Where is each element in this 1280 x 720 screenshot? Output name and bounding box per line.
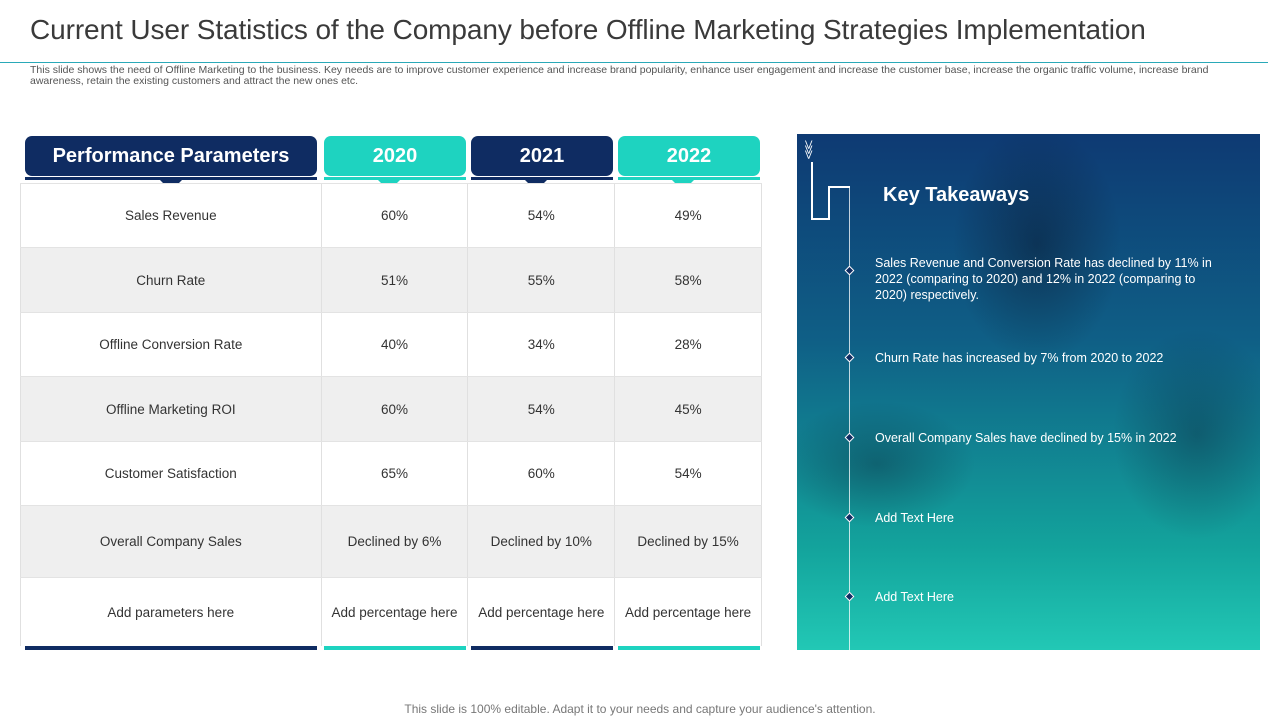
- table-row: Customer Satisfaction 65% 60% 54%: [20, 441, 762, 505]
- timeline-line: [849, 186, 850, 650]
- header-label: Performance Parameters: [52, 144, 290, 167]
- table-row: Offline Conversion Rate 40% 34% 28%: [20, 312, 762, 376]
- key-takeaways-panel: ⋁ ⋁ ⋁ Key Takeaways Sales Revenue and Conv…: [797, 134, 1260, 650]
- value-cell-2021: 60%: [468, 442, 616, 505]
- takeaway-item: Sales Revenue and Conversion Rate has de…: [875, 256, 1212, 302]
- value-cell-2020: 60%: [322, 184, 469, 247]
- value-cell-2021: Add percentage here: [468, 578, 616, 646]
- value-cell-2020: Add percentage here: [322, 578, 469, 646]
- takeaway-item: Add Text Here: [875, 590, 954, 604]
- diamond-bullet-icon: [844, 432, 855, 443]
- value-cell-2020: 60%: [322, 377, 469, 441]
- table-row: Overall Company Sales Declined by 6% Dec…: [20, 505, 762, 577]
- value-cell-2022: 49%: [615, 184, 762, 247]
- diamond-bullet-icon: [844, 591, 855, 602]
- diamond-bullet-icon: [844, 512, 855, 523]
- takeaway-item: Add Text Here: [875, 511, 954, 525]
- value-cell-2022: 45%: [615, 377, 762, 441]
- header-performance-parameters: Performance Parameters: [25, 136, 317, 176]
- value-cell-2022: 54%: [615, 442, 762, 505]
- header-2021: 2021: [471, 136, 613, 176]
- value-cell-2022: Add percentage here: [615, 578, 762, 646]
- value-cell-2021: 55%: [468, 248, 616, 312]
- table-row: Churn Rate 51% 55% 58%: [20, 247, 762, 312]
- value-cell-2022: 58%: [615, 248, 762, 312]
- value-cell-2020: 51%: [322, 248, 469, 312]
- parameter-cell: Customer Satisfaction: [20, 442, 322, 505]
- value-cell-2021: 54%: [468, 184, 616, 247]
- value-cell-2020: 65%: [322, 442, 469, 505]
- value-cell-2022: 28%: [615, 313, 762, 376]
- value-cell-2022: Declined by 15%: [615, 506, 762, 577]
- table-row: Offline Marketing ROI 60% 54% 45%: [20, 376, 762, 441]
- header-underline: [324, 177, 466, 180]
- header-label: 2021: [519, 144, 565, 167]
- header-underline: [471, 177, 613, 180]
- bracket-decoration: [828, 186, 850, 188]
- parameter-cell: Overall Company Sales: [20, 506, 322, 577]
- takeaway-item: Overall Company Sales have declined by 1…: [875, 431, 1177, 445]
- slide-title: Current User Statistics of the Company b…: [30, 14, 1146, 45]
- slide-footer: This slide is 100% editable. Adapt it to…: [404, 702, 876, 716]
- header-label: 2020: [372, 144, 418, 167]
- parameter-cell: Offline Conversion Rate: [20, 313, 322, 376]
- header-2022: 2022: [618, 136, 760, 176]
- parameter-cell: Add parameters here: [20, 578, 322, 646]
- table-row: Add parameters here Add percentage here …: [20, 577, 762, 646]
- parameter-cell: Sales Revenue: [20, 184, 322, 247]
- parameter-cell: Churn Rate: [20, 248, 322, 312]
- table-bottom-bar: [618, 646, 760, 650]
- takeaway-item: Churn Rate has increased by 7% from 2020…: [875, 351, 1164, 365]
- table-bottom-bar: [324, 646, 466, 650]
- diamond-bullet-icon: [844, 352, 855, 363]
- header-2020: 2020: [324, 136, 466, 176]
- key-takeaways-title: Key Takeaways: [883, 184, 1030, 206]
- bracket-decoration: [811, 162, 813, 220]
- value-cell-2021: 54%: [468, 377, 616, 441]
- table-bottom-bar: [471, 646, 613, 650]
- bracket-decoration: [811, 218, 829, 220]
- value-cell-2020: 40%: [322, 313, 469, 376]
- table-bottom-bar: [25, 646, 317, 650]
- table-row: Sales Revenue 60% 54% 49%: [20, 183, 762, 247]
- header-underline: [618, 177, 760, 180]
- header-label: 2022: [666, 144, 712, 167]
- diamond-bullet-icon: [844, 265, 855, 276]
- chevron-down-icon: ⋁ ⋁ ⋁: [805, 139, 813, 159]
- value-cell-2021: Declined by 10%: [468, 506, 616, 577]
- parameter-cell: Offline Marketing ROI: [20, 377, 322, 441]
- header-underline: [25, 177, 317, 180]
- value-cell-2020: Declined by 6%: [322, 506, 469, 577]
- bracket-decoration: [828, 186, 830, 220]
- value-cell-2021: 34%: [468, 313, 616, 376]
- slide-subtitle: This slide shows the need of Offline Mar…: [30, 64, 1209, 87]
- title-divider: [0, 62, 1268, 63]
